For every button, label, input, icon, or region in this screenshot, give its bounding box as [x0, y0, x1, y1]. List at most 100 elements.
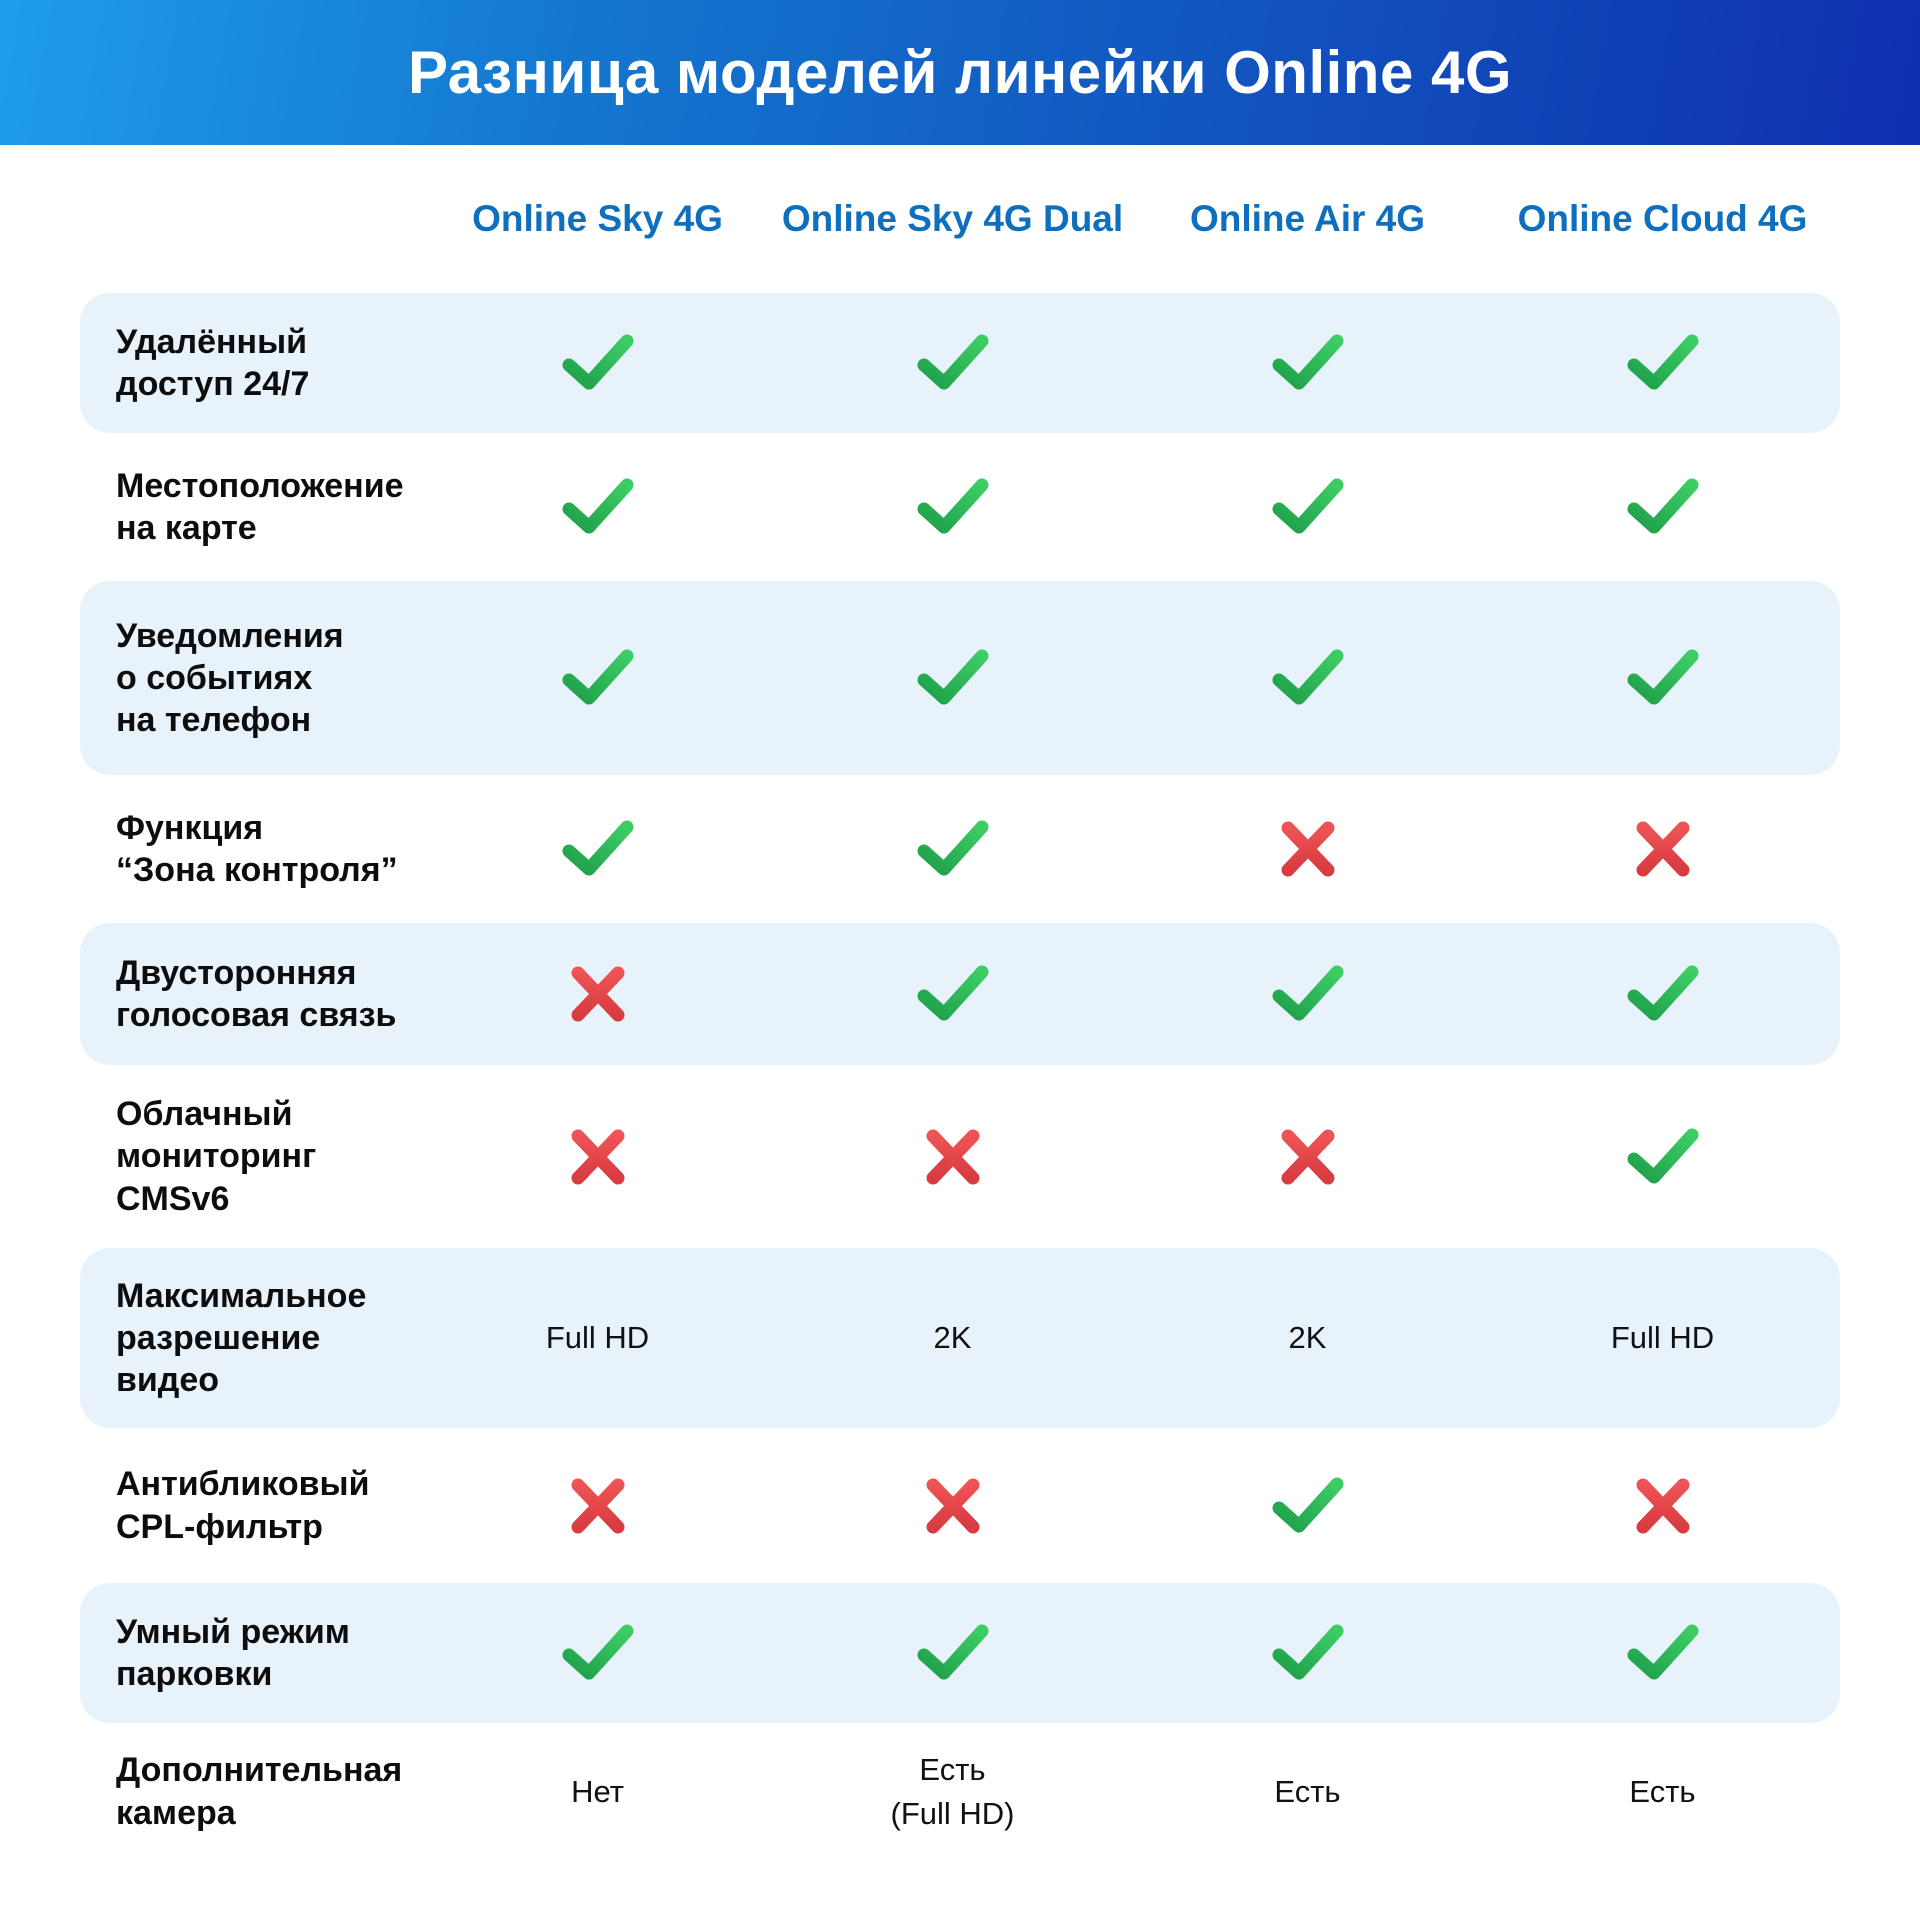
cell-check: [775, 963, 1130, 1025]
feature-label: Дополнительная камера: [116, 1751, 403, 1832]
table-row: Местоположение на карте: [80, 433, 1840, 581]
checkmark-icon: [917, 334, 988, 390]
checkmark-icon: [917, 649, 988, 705]
table-row: Функция “Зона контроля”: [80, 775, 1840, 923]
checkmark-icon: [1627, 1128, 1698, 1183]
cell-value-text: Есть (Full HD): [890, 1752, 1015, 1831]
cross-icon: [926, 1478, 979, 1533]
column-header-online-sky-4g: Online Sky 4G: [472, 198, 723, 239]
checkmark-icon: [917, 1624, 988, 1680]
feature-label: Уведомления о событиях на телефон: [116, 616, 344, 740]
cell-check: [1130, 476, 1485, 538]
checkmark-icon: [1272, 1477, 1343, 1532]
cell-check: [1485, 476, 1840, 538]
cell-value-text: Full HD: [545, 1320, 650, 1356]
feature-label: Удалённый доступ 24/7: [116, 322, 310, 403]
checkmark-icon: [917, 965, 988, 1021]
cell-check: [1485, 1622, 1840, 1684]
feature-label: Умный режим парковки: [116, 1612, 350, 1693]
checkmark-icon: [1272, 478, 1343, 534]
checkmark-icon: [562, 478, 633, 534]
cross-icon: [1636, 1478, 1689, 1533]
checkmark-icon: [917, 478, 988, 534]
checkmark-icon: [1272, 334, 1343, 390]
table-row: Удалённый доступ 24/7: [80, 293, 1840, 433]
cell-cross: [775, 1126, 1130, 1188]
cell-cross: [1485, 818, 1840, 880]
checkmark-icon: [562, 334, 633, 390]
cross-icon: [1281, 821, 1334, 877]
checkmark-icon: [1272, 649, 1343, 705]
checkmark-icon: [1627, 649, 1698, 705]
table-row: Дополнительная камера Нет Есть (Full HD) Есть…: [80, 1723, 1840, 1860]
checkmark-icon: [1627, 334, 1698, 390]
cell-check: [775, 332, 1130, 394]
table-row: Умный режим парковки: [80, 1583, 1840, 1723]
feature-label: Функция “Зона контроля”: [116, 808, 398, 889]
cell-cross: [1130, 1126, 1485, 1188]
cross-icon: [1636, 821, 1689, 877]
cell-check: [420, 476, 775, 538]
table-row: Уведомления о событиях на телефон: [80, 581, 1840, 775]
cell-value-text: Full HD: [1610, 1320, 1715, 1356]
checkmark-icon: [1272, 1624, 1343, 1680]
checkmark-icon: [562, 649, 633, 705]
table-rows: Удалённый доступ 24/7 Местоположение на кар…: [80, 293, 1840, 1860]
checkmark-icon: [1627, 478, 1698, 534]
cell-check: [1130, 1622, 1485, 1684]
cross-icon: [571, 1129, 624, 1184]
column-header-online-cloud-4g: Online Cloud 4G: [1517, 198, 1808, 239]
feature-label: Облачный мониторинг CMSv6: [116, 1095, 317, 1218]
cell-check: [420, 818, 775, 880]
cell-check: [775, 1622, 1130, 1684]
cell-check: [775, 476, 1130, 538]
page-title: Разница моделей линейки Online 4G: [407, 39, 1513, 106]
cell-check: [1485, 332, 1840, 394]
cell-value-text: 2K: [933, 1320, 972, 1356]
cell-check: [1130, 647, 1485, 709]
cell-cross: [775, 1475, 1130, 1537]
checkmark-icon: [1272, 965, 1343, 1021]
table-row: Облачный мониторинг CMSv6: [80, 1065, 1840, 1248]
cell-cross: [1130, 818, 1485, 880]
checkmark-icon: [917, 820, 988, 876]
checkmark-icon: [562, 820, 633, 876]
cell-check: [420, 332, 775, 394]
cell-cross: [420, 963, 775, 1025]
cell-cross: [420, 1126, 775, 1188]
column-header-online-air-4g: Online Air 4G: [1189, 198, 1426, 239]
cell-cross: [1485, 1475, 1840, 1537]
cell-check: [775, 647, 1130, 709]
cell-value-text: Нет: [571, 1773, 624, 1809]
feature-label: Местоположение на карте: [116, 466, 404, 547]
table-row: Двусторонняя голосовая связь: [80, 923, 1840, 1065]
cell-check: [1485, 647, 1840, 709]
cell-check: [420, 647, 775, 709]
cell-check: [1485, 1126, 1840, 1188]
cell-value-text: Есть: [1274, 1773, 1341, 1809]
cell-value-text: Есть: [1629, 1773, 1696, 1809]
cell-value-text: 2K: [1288, 1320, 1327, 1356]
feature-label: Антибликовый CPL-фильтр: [116, 1465, 370, 1546]
checkmark-icon: [1627, 1624, 1698, 1680]
checkmark-icon: [1627, 965, 1698, 1021]
cross-icon: [926, 1129, 979, 1184]
column-header-online-sky-4g-dual: Online Sky 4G Dual: [781, 198, 1124, 239]
cell-check: [1130, 963, 1485, 1025]
cell-check: [775, 818, 1130, 880]
comparison-table: Online Sky 4G Online Sky 4G Dual Online …: [80, 145, 1840, 1860]
title-bar: Разница моделей линейки Online 4G: [0, 0, 1920, 145]
table-row: Антибликовый CPL-фильтр: [80, 1428, 1840, 1583]
column-header-row: Online Sky 4G Online Sky 4G Dual Online …: [80, 145, 1840, 293]
cross-icon: [571, 1478, 624, 1533]
cell-check: [1130, 1475, 1485, 1537]
cell-cross: [420, 1475, 775, 1537]
feature-label: Двусторонняя голосовая связь: [116, 953, 397, 1034]
table-row: Максимальное разрешение видео Full HD 2K 2K Fu…: [80, 1248, 1840, 1428]
cell-check: [1485, 963, 1840, 1025]
feature-label: Максимальное разрешение видео: [116, 1276, 367, 1400]
checkmark-icon: [562, 1624, 633, 1680]
cell-check: [420, 1622, 775, 1684]
cross-icon: [1281, 1129, 1334, 1184]
cell-check: [1130, 332, 1485, 394]
